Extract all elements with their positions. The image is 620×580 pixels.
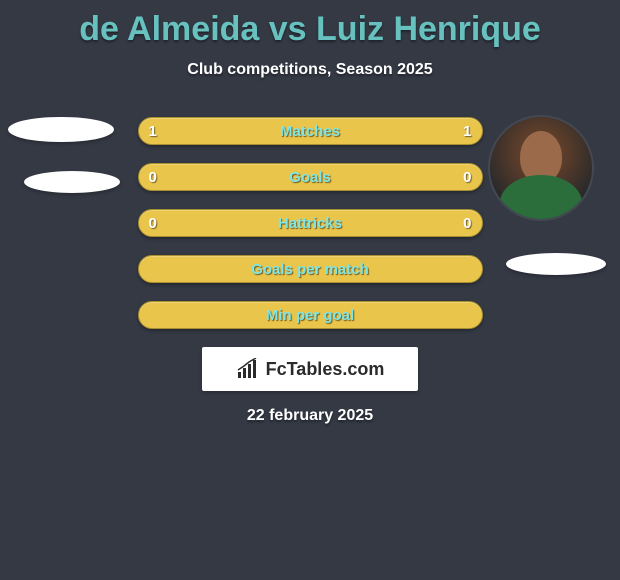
stat-label: Hattricks [139,215,482,232]
bar-chart-icon [236,358,262,380]
right-player-placeholder [506,253,606,275]
stat-left-value: 1 [149,123,157,140]
stat-label: Min per goal [139,307,482,324]
footer-date: 22 february 2025 [0,407,620,425]
stat-right-value: 0 [463,215,471,232]
stat-row-hattricks: 0 Hattricks 0 [138,209,483,237]
comparison-area: 1 Matches 1 0 Goals 0 0 Hattricks 0 Goal… [0,117,620,329]
stat-label: Goals per match [139,261,482,278]
stat-row-goals-per-match: Goals per match [138,255,483,283]
left-player-placeholder-2 [24,171,120,193]
left-player-placeholder-1 [8,117,114,142]
stat-row-matches: 1 Matches 1 [138,117,483,145]
page-title: de Almeida vs Luiz Henrique [0,0,620,49]
stat-label: Matches [139,123,482,140]
stat-row-goals: 0 Goals 0 [138,163,483,191]
stat-right-value: 1 [463,123,471,140]
stat-bars: 1 Matches 1 0 Goals 0 0 Hattricks 0 Goal… [138,117,483,329]
right-player-avatar [490,117,592,219]
page-subtitle: Club competitions, Season 2025 [0,61,620,79]
stat-left-value: 0 [149,215,157,232]
source-logo-text: FcTables.com [266,359,385,380]
stat-left-value: 0 [149,169,157,186]
stat-label: Goals [139,169,482,186]
stat-row-min-per-goal: Min per goal [138,301,483,329]
stat-right-value: 0 [463,169,471,186]
source-logo: FcTables.com [202,347,418,391]
